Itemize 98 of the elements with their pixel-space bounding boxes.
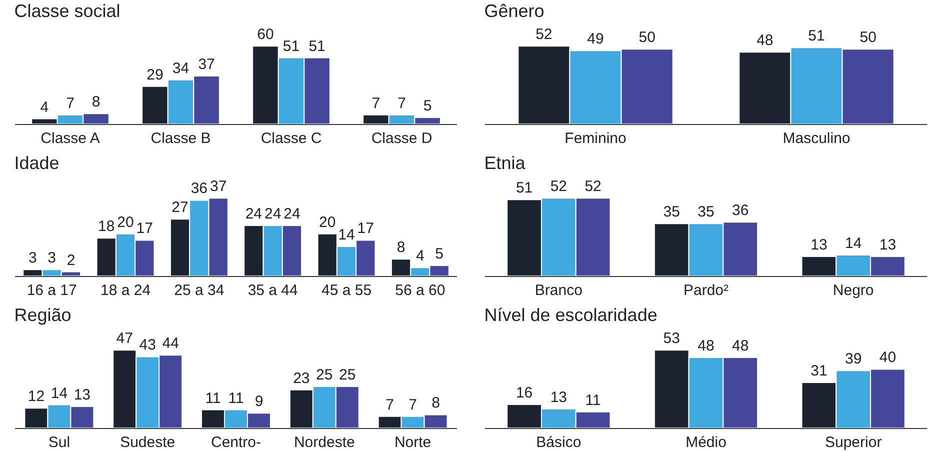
data-label: 2	[66, 252, 76, 269]
data-label: 13	[810, 236, 828, 254]
data-label: 12	[28, 388, 45, 406]
chart-title: Classe social	[14, 1, 120, 22]
data-label: 7	[66, 94, 74, 112]
x-tick-label: Feminino	[564, 130, 626, 147]
x-tick-label: Branco	[534, 282, 582, 299]
data-label: 51	[808, 28, 825, 45]
data-label: 51	[516, 180, 533, 197]
data-label: 5	[423, 98, 432, 115]
x-tick-label: 35 a 44	[248, 282, 298, 299]
data-label: 36	[732, 202, 749, 220]
data-label: 17	[357, 220, 374, 238]
x-tick-label: Classe D	[371, 130, 432, 147]
chart-title: Região	[14, 305, 72, 326]
data-label: 34	[172, 60, 190, 77]
x-tick-label: 16 a 17	[26, 282, 77, 299]
data-label: 27	[172, 199, 188, 216]
x-tick-label: Superior	[824, 434, 882, 451]
data-label: 18	[98, 218, 115, 236]
data-label: 48	[698, 337, 714, 354]
chart-title: Nível de escolaridade	[484, 305, 658, 326]
data-label: 53	[663, 330, 680, 348]
data-label: 51	[308, 38, 326, 55]
data-label: 9	[254, 393, 264, 410]
data-label: 25	[316, 366, 333, 384]
data-label: 8	[432, 394, 440, 412]
x-tick-label: Classe A	[40, 130, 100, 147]
data-label: 3	[28, 250, 37, 267]
data-label: 37	[210, 178, 227, 196]
data-label: 60	[257, 26, 274, 44]
x-tick-label: Centro-	[210, 434, 262, 451]
data-label: 24	[245, 205, 262, 222]
chart-title: Gênero	[484, 1, 544, 22]
data-label: 52	[584, 178, 602, 196]
x-tick-label: Sul	[48, 434, 70, 451]
x-tick-label: 18 a 24	[100, 282, 151, 299]
data-label: 51	[282, 38, 300, 55]
data-label: 20	[319, 214, 336, 231]
data-label: 43	[139, 336, 156, 354]
data-label: 31	[810, 362, 828, 380]
data-label: 49	[587, 30, 604, 48]
x-tick-label: Médio	[686, 434, 726, 451]
data-label: 24	[264, 205, 282, 222]
data-label: 52	[550, 178, 568, 196]
data-label: 4	[40, 98, 49, 116]
data-label: 7	[398, 94, 406, 112]
x-tick-label: Classe B	[150, 130, 211, 147]
data-label: 47	[116, 330, 133, 348]
data-label: 8	[92, 94, 100, 111]
data-label: 24	[284, 205, 300, 222]
data-label: 14	[338, 226, 355, 244]
data-label: 29	[146, 66, 164, 84]
data-label: 14	[50, 384, 68, 402]
x-tick-label: Básico	[536, 434, 582, 451]
x-tick-label: Negro	[832, 282, 874, 299]
data-label: 35	[698, 204, 714, 221]
data-label: 20	[117, 214, 134, 231]
data-label: 5	[435, 245, 444, 262]
data-label: 48	[732, 337, 749, 354]
data-label: 39	[844, 350, 862, 368]
data-label: 50	[860, 29, 876, 46]
data-label: 8	[396, 239, 406, 256]
data-label: 13	[879, 236, 896, 254]
x-tick-label: Sudeste	[120, 434, 176, 451]
data-label: 11	[228, 390, 244, 407]
data-label: 11	[205, 390, 221, 407]
data-label: 50	[638, 29, 656, 46]
x-tick-label: 45 a 55	[321, 282, 372, 299]
data-label: 16	[516, 384, 533, 402]
chart-title: Idade	[14, 153, 60, 174]
data-label: 40	[879, 349, 896, 366]
data-label: 13	[74, 386, 91, 404]
x-tick-label: Norte	[394, 434, 432, 451]
x-tick-label: Pardo²	[683, 282, 729, 299]
data-label: 35	[663, 204, 680, 221]
data-label: 48	[756, 32, 774, 50]
x-tick-label: 25 a 34	[174, 282, 224, 299]
data-label: 7	[372, 94, 380, 112]
data-label: 13	[550, 388, 568, 406]
data-label: 23	[293, 370, 310, 387]
data-label: 4	[416, 248, 424, 265]
data-label: 11	[585, 392, 601, 409]
data-label: 7	[386, 396, 394, 414]
data-label: 14	[844, 235, 862, 252]
x-tick-label: Classe C	[260, 130, 322, 147]
data-label: 44	[162, 335, 179, 352]
data-label: 52	[536, 26, 552, 44]
chart-title: Etnia	[484, 153, 526, 174]
data-label: 17	[136, 220, 153, 238]
data-label: 36	[190, 180, 208, 198]
data-label: 3	[48, 250, 56, 267]
data-label: 37	[198, 56, 215, 73]
x-tick-label: Masculino	[782, 130, 850, 147]
data-label: 7	[408, 396, 417, 414]
x-tick-label: Nordeste	[294, 434, 355, 451]
data-label: 25	[339, 366, 356, 384]
x-tick-label: 56 a 60	[395, 282, 446, 299]
